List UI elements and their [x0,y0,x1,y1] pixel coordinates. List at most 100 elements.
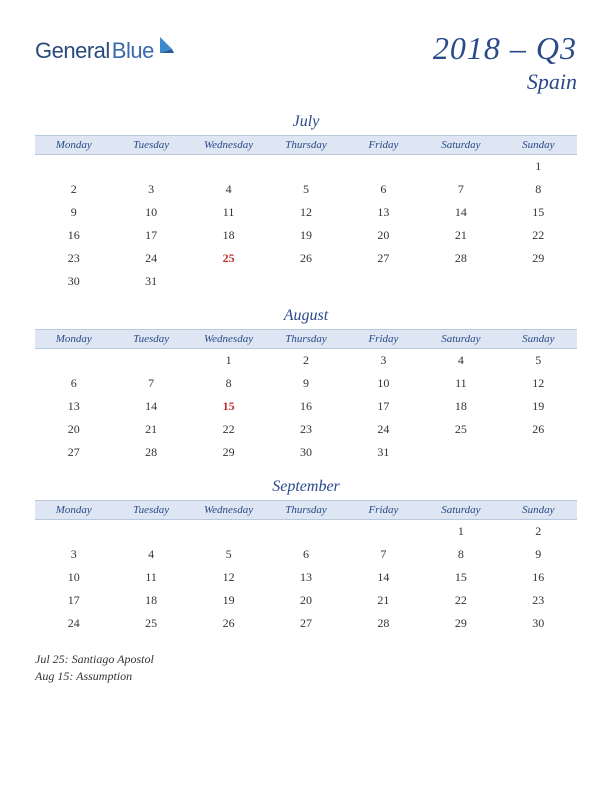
day-cell [345,270,422,293]
day-cell [422,270,499,293]
day-headers: MondayTuesdayWednesdayThursdayFridaySatu… [35,500,577,520]
period-title: 2018 – Q3 [433,30,577,67]
logo-sail-icon [158,35,176,60]
day-header: Thursday [267,136,344,154]
day-cell: 4 [112,543,189,566]
day-cell: 13 [345,201,422,224]
day-cell [112,349,189,372]
logo-text-blue: Blue [112,38,154,64]
day-cell: 10 [112,201,189,224]
day-cell: 13 [267,566,344,589]
week-row: 20212223242526 [35,418,577,441]
month-name: August [35,307,577,325]
day-cell: 28 [112,441,189,464]
day-cell: 6 [345,178,422,201]
day-cell: 16 [500,566,577,589]
day-cell: 6 [35,372,112,395]
day-cell: 8 [422,543,499,566]
day-cell: 6 [267,543,344,566]
day-cell: 8 [500,178,577,201]
day-cell: 11 [112,566,189,589]
day-header: Tuesday [112,136,189,154]
day-cell: 3 [35,543,112,566]
day-cell [35,155,112,178]
day-cell: 8 [190,372,267,395]
day-cell [345,520,422,543]
week-row: 23242526272829 [35,247,577,270]
day-cell: 9 [267,372,344,395]
day-cell: 23 [267,418,344,441]
day-cell: 31 [345,441,422,464]
day-cell: 21 [112,418,189,441]
day-cell: 25 [422,418,499,441]
day-header: Sunday [500,330,577,348]
day-header: Friday [345,330,422,348]
day-cell: 23 [500,589,577,612]
day-cell: 4 [190,178,267,201]
calendars-container: JulyMondayTuesdayWednesdayThursdayFriday… [35,113,577,635]
holiday-line: Aug 15: Assumption [35,668,577,685]
day-header: Saturday [422,330,499,348]
day-cell: 15 [500,201,577,224]
day-cell: 22 [422,589,499,612]
week-row: 24252627282930 [35,612,577,635]
day-cell: 17 [112,224,189,247]
day-cell: 11 [190,201,267,224]
day-cell [345,155,422,178]
day-cell: 2 [267,349,344,372]
day-cell [267,270,344,293]
day-cell: 18 [422,395,499,418]
weeks: 1234567891011121314151617181920212223242… [35,520,577,635]
day-cell: 7 [345,543,422,566]
day-cell: 19 [267,224,344,247]
day-cell: 18 [112,589,189,612]
day-cell: 29 [190,441,267,464]
day-header: Friday [345,501,422,519]
day-cell: 14 [112,395,189,418]
day-header: Sunday [500,136,577,154]
day-cell: 12 [267,201,344,224]
day-cell: 4 [422,349,499,372]
week-row: 1 [35,155,577,178]
week-row: 6789101112 [35,372,577,395]
day-cell [422,155,499,178]
day-cell: 14 [422,201,499,224]
day-cell: 5 [267,178,344,201]
week-row: 13141516171819 [35,395,577,418]
day-cell [35,520,112,543]
day-cell: 7 [112,372,189,395]
holiday-line: Jul 25: Santiago Apostol [35,651,577,668]
header: General Blue 2018 – Q3 Spain [35,30,577,95]
day-cell: 20 [35,418,112,441]
week-row: 16171819202122 [35,224,577,247]
day-header: Wednesday [190,501,267,519]
day-cell: 28 [345,612,422,635]
day-cell: 23 [35,247,112,270]
day-cell: 12 [190,566,267,589]
day-header: Thursday [267,330,344,348]
day-header: Monday [35,330,112,348]
day-header: Wednesday [190,330,267,348]
day-cell [190,520,267,543]
day-cell [500,270,577,293]
week-row: 3456789 [35,543,577,566]
day-cell: 1 [422,520,499,543]
day-cell: 25 [190,247,267,270]
day-cell: 16 [267,395,344,418]
day-cell: 5 [190,543,267,566]
week-row: 9101112131415 [35,201,577,224]
day-cell: 20 [267,589,344,612]
day-cell: 12 [500,372,577,395]
day-cell: 30 [500,612,577,635]
day-cell: 27 [35,441,112,464]
day-cell: 18 [190,224,267,247]
day-header: Monday [35,501,112,519]
week-row: 17181920212223 [35,589,577,612]
day-cell: 19 [190,589,267,612]
day-cell [112,155,189,178]
day-cell: 27 [267,612,344,635]
day-header: Wednesday [190,136,267,154]
day-cell [267,155,344,178]
day-cell [190,155,267,178]
week-row: 3031 [35,270,577,293]
